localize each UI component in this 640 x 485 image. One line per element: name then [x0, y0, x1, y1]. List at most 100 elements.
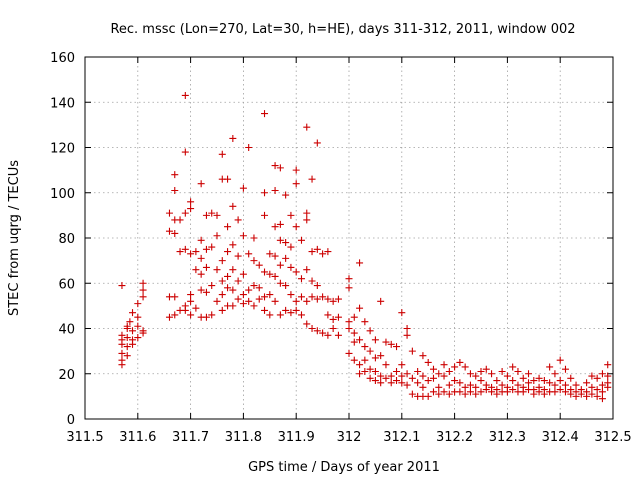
data-point: [440, 372, 448, 380]
data-point: [551, 388, 559, 396]
data-point: [319, 250, 327, 258]
data-point: [356, 259, 364, 267]
data-point: [250, 282, 258, 290]
data-point: [345, 275, 353, 283]
data-point: [202, 288, 210, 296]
data-point: [229, 134, 237, 142]
data-point: [245, 144, 253, 151]
data-point: [350, 338, 358, 346]
data-point: [345, 318, 353, 326]
data-point: [292, 297, 300, 305]
data-point: [345, 325, 353, 332]
data-point: [303, 209, 311, 217]
data-point: [377, 372, 385, 380]
data-point: [461, 363, 469, 371]
data-point: [393, 377, 401, 385]
data-point: [261, 211, 269, 219]
data-point: [371, 377, 379, 385]
data-point: [255, 284, 263, 292]
data-point: [408, 347, 416, 355]
data-point: [435, 370, 443, 378]
data-point: [556, 386, 564, 394]
data-point: [129, 327, 137, 335]
data-point: [598, 388, 606, 396]
data-point: [525, 379, 533, 387]
data-point: [308, 175, 316, 183]
data-point: [202, 263, 210, 271]
data-point: [456, 379, 464, 387]
data-point: [604, 383, 612, 391]
data-point: [567, 390, 575, 398]
data-point: [213, 297, 221, 305]
data-point: [361, 367, 369, 375]
data-point: [577, 390, 585, 398]
data-point: [424, 358, 432, 366]
data-point: [588, 383, 596, 391]
data-point: [218, 306, 226, 314]
data-point: [303, 216, 311, 224]
data-point: [514, 367, 522, 375]
data-points: [118, 91, 612, 403]
data-point: [218, 257, 226, 265]
data-point: [466, 388, 474, 396]
x-axis-label: GPS time / Days of year 2011: [248, 460, 440, 475]
data-point: [139, 293, 147, 301]
data-point: [561, 381, 569, 389]
data-point: [350, 313, 358, 321]
data-point: [440, 361, 448, 369]
data-point: [493, 390, 501, 398]
data-point: [329, 297, 337, 305]
data-point: [250, 257, 258, 265]
data-point: [366, 374, 374, 382]
data-point: [208, 311, 216, 319]
data-point: [197, 286, 205, 294]
x-tick-label: 311.7: [172, 430, 209, 445]
data-point: [261, 306, 269, 314]
data-point: [377, 352, 385, 360]
data-point: [345, 349, 353, 357]
data-point: [313, 295, 321, 303]
data-point: [556, 356, 564, 364]
data-point: [593, 386, 601, 394]
data-point: [292, 166, 300, 174]
data-point: [129, 340, 137, 348]
data-point: [456, 358, 464, 366]
data-point: [334, 331, 342, 339]
data-point: [266, 291, 274, 299]
data-point: [261, 189, 269, 197]
data-point: [171, 229, 179, 237]
x-tick-label: 312: [337, 430, 362, 445]
data-point: [234, 295, 242, 303]
data-point: [398, 372, 406, 380]
data-point: [276, 236, 284, 244]
data-point: [477, 377, 485, 385]
data-point: [181, 306, 189, 314]
data-point: [514, 381, 522, 389]
data-point: [224, 248, 232, 256]
data-point: [461, 383, 469, 391]
data-point: [371, 336, 379, 344]
data-point: [472, 390, 480, 398]
data-point: [255, 295, 263, 303]
data-point: [334, 295, 342, 303]
data-point: [139, 329, 147, 337]
data-point: [313, 327, 321, 335]
data-point: [546, 379, 554, 387]
data-point: [271, 162, 279, 170]
data-point: [171, 293, 179, 301]
data-point: [429, 374, 437, 382]
data-point: [477, 367, 485, 375]
data-point: [229, 286, 237, 294]
data-point: [488, 370, 496, 378]
data-point: [308, 293, 316, 301]
data-point: [313, 282, 321, 290]
data-point: [535, 388, 543, 396]
data-point: [197, 180, 205, 188]
data-point: [308, 277, 316, 285]
data-point: [509, 363, 517, 371]
data-point: [356, 361, 364, 369]
data-point: [551, 381, 559, 389]
data-point: [224, 175, 232, 183]
data-point: [593, 392, 601, 400]
data-point: [382, 361, 390, 369]
